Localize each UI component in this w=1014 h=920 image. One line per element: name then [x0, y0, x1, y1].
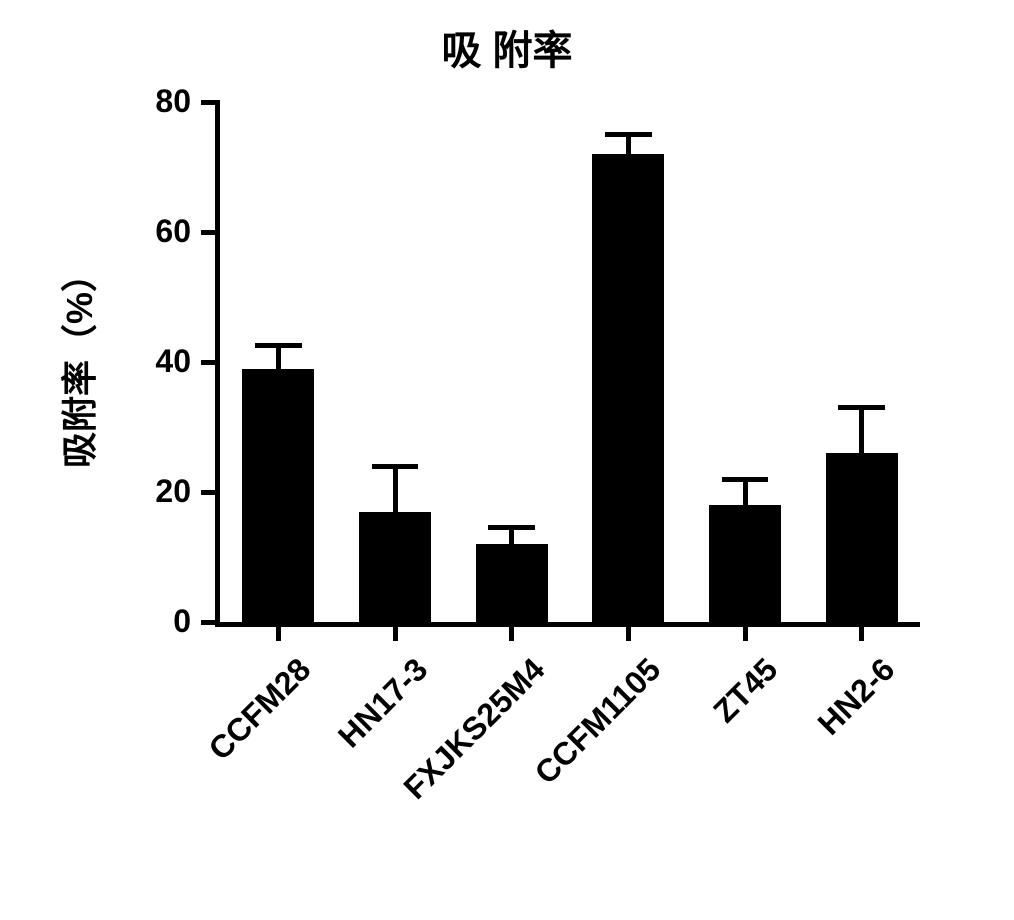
- x-tick: [743, 627, 748, 641]
- x-tick: [626, 627, 631, 641]
- x-tick-label: HN2-6: [664, 651, 902, 889]
- x-tick: [509, 627, 514, 641]
- error-cap: [255, 343, 302, 348]
- x-tick: [393, 627, 398, 641]
- error-cap: [838, 405, 885, 410]
- y-axis-line: [215, 100, 220, 625]
- error-bar: [859, 408, 864, 454]
- bar: [709, 505, 781, 622]
- x-tick-label: CCFM28: [80, 651, 318, 889]
- error-cap: [605, 132, 652, 137]
- plot-area: 020406080CCFM28HN17-3FXJKS25M4CCFM1105ZT…: [220, 102, 920, 622]
- y-tick: [201, 620, 215, 625]
- x-tick-label: ZT45: [547, 651, 785, 889]
- y-tick-label: 80: [121, 83, 191, 120]
- y-tick-label: 40: [121, 343, 191, 380]
- chart-title: 吸 附率: [0, 18, 1014, 76]
- error-cap: [722, 477, 769, 482]
- x-tick-label: FXJKS25M4: [314, 651, 552, 889]
- bar: [359, 512, 431, 623]
- error-bar: [626, 135, 631, 155]
- y-tick: [201, 100, 215, 105]
- y-tick-label: 0: [121, 603, 191, 640]
- error-bar: [276, 346, 281, 369]
- y-tick-label: 20: [121, 473, 191, 510]
- x-tick-label: HN17-3: [197, 651, 435, 889]
- error-bar: [393, 466, 398, 512]
- y-tick-label: 60: [121, 213, 191, 250]
- x-axis-line: [215, 622, 920, 627]
- y-tick: [201, 490, 215, 495]
- bar: [592, 154, 664, 622]
- x-tick: [276, 627, 281, 641]
- bar: [826, 453, 898, 622]
- error-cap: [372, 464, 419, 469]
- error-bar: [743, 479, 748, 505]
- figure: 吸 附率 吸附率（%） 020406080CCFM28HN17-3FXJKS25…: [0, 0, 1014, 920]
- y-tick: [201, 360, 215, 365]
- error-cap: [488, 525, 535, 530]
- y-axis-label: 吸附率（%）: [51, 102, 101, 622]
- bar: [476, 544, 548, 622]
- x-tick-label: CCFM1105: [430, 651, 668, 889]
- y-tick: [201, 230, 215, 235]
- bar: [242, 369, 314, 623]
- x-tick: [859, 627, 864, 641]
